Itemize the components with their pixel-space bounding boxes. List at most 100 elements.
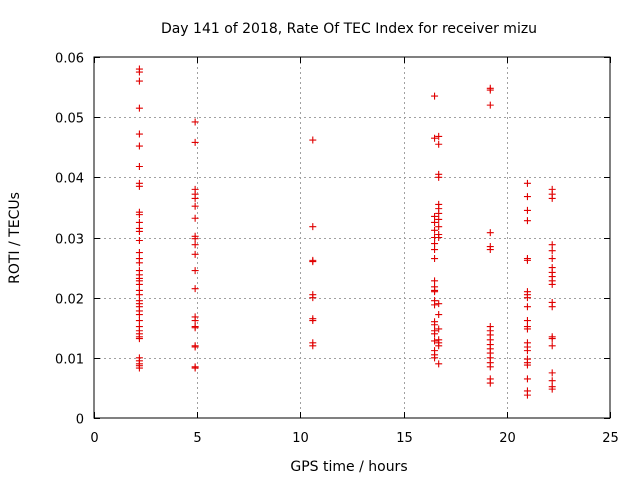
- data-point-marker: [135, 259, 143, 267]
- data-point-marker: [309, 136, 317, 144]
- x-tick-label: 10: [292, 431, 309, 446]
- data-point-marker: [486, 379, 494, 387]
- data-point-marker: [523, 179, 531, 187]
- x-tick-label: 5: [193, 431, 201, 446]
- data-point-marker: [309, 223, 317, 231]
- data-point-marker: [486, 363, 494, 371]
- data-point-marker: [435, 223, 443, 231]
- data-point-marker: [548, 241, 556, 249]
- data-point-marker: [135, 163, 143, 171]
- data-points: [135, 65, 556, 399]
- data-point-marker: [548, 342, 556, 350]
- data-point-marker: [548, 369, 556, 377]
- data-point-marker: [309, 294, 317, 302]
- data-point-marker: [435, 325, 443, 333]
- data-point-marker: [548, 255, 556, 263]
- data-point-marker: [435, 140, 443, 148]
- data-point-marker: [191, 194, 199, 202]
- data-point-marker: [435, 311, 443, 319]
- data-point-marker: [523, 317, 531, 325]
- data-point-marker: [435, 132, 443, 140]
- y-tick-label: 0.05: [55, 112, 84, 127]
- y-axis-title: ROTI / TECUs: [7, 192, 23, 284]
- data-point-marker: [523, 375, 531, 383]
- data-point-marker: [523, 325, 531, 333]
- data-point-marker: [486, 86, 494, 94]
- x-tick-label: 0: [90, 431, 98, 446]
- data-point-marker: [431, 218, 439, 226]
- data-point-marker: [135, 68, 143, 76]
- data-point-marker: [435, 234, 443, 241]
- data-point-marker: [548, 247, 556, 255]
- data-point-marker: [191, 214, 199, 222]
- data-point-marker: [135, 218, 143, 226]
- data-point-marker: [191, 317, 199, 325]
- data-point-marker: [135, 335, 143, 343]
- data-point-marker: [135, 142, 143, 150]
- data-point-marker: [135, 317, 143, 325]
- data-point-marker: [135, 237, 143, 245]
- data-point-marker: [135, 249, 143, 257]
- data-point-marker: [431, 277, 439, 285]
- data-point-marker: [523, 303, 531, 311]
- grid-lines: [94, 57, 610, 418]
- data-point-marker: [431, 354, 439, 362]
- data-point-marker: [431, 337, 439, 345]
- y-tick-label: 0.03: [55, 233, 84, 248]
- chart-title: Day 141 of 2018, Rate Of TEC Index for r…: [161, 21, 537, 37]
- data-point-marker: [309, 342, 317, 350]
- x-tick-label: 20: [499, 431, 516, 446]
- data-point-marker: [135, 77, 143, 85]
- data-point-marker: [486, 246, 494, 254]
- data-point-marker: [435, 209, 443, 217]
- data-point-marker: [431, 212, 439, 220]
- data-point-marker: [431, 226, 439, 234]
- data-point-marker: [191, 202, 199, 210]
- data-point-marker: [135, 280, 143, 288]
- data-point-marker: [135, 130, 143, 138]
- data-point-marker: [191, 235, 199, 243]
- data-point-marker: [435, 360, 443, 368]
- data-point-marker: [548, 194, 556, 202]
- data-point-marker: [548, 303, 556, 311]
- y-tick-label: 0: [76, 413, 84, 428]
- data-point-marker: [431, 321, 439, 329]
- data-point-marker: [523, 347, 531, 355]
- data-point-marker: [191, 285, 199, 293]
- data-point-marker: [135, 211, 143, 219]
- data-point-marker: [191, 138, 199, 146]
- data-point-marker: [486, 229, 494, 237]
- data-point-marker: [191, 343, 199, 351]
- y-tick-labels: 0 0.01 0.02 0.03 0.04 0.05 0.06: [55, 52, 84, 428]
- y-tick-label: 0.01: [55, 353, 84, 368]
- data-point-marker: [435, 342, 443, 350]
- data-point-marker: [435, 300, 443, 308]
- data-point-marker: [523, 206, 531, 214]
- data-point-marker: [309, 258, 317, 266]
- data-point-marker: [523, 256, 531, 264]
- plot-frame: [93, 56, 611, 419]
- data-point-marker: [548, 385, 556, 393]
- y-tick-label: 0.02: [55, 293, 84, 308]
- data-point-marker: [431, 288, 439, 296]
- data-point-marker: [135, 291, 143, 299]
- data-point-marker: [191, 241, 199, 249]
- data-point-marker: [523, 294, 531, 302]
- x-axis-title: GPS time / hours: [290, 459, 407, 475]
- data-point-marker: [191, 364, 199, 372]
- data-point-marker: [523, 391, 531, 399]
- data-point-marker: [431, 134, 439, 142]
- data-point-marker: [191, 250, 199, 258]
- y-tick-label: 0.06: [55, 52, 84, 67]
- data-point-marker: [191, 267, 199, 275]
- x-tick-label: 25: [602, 431, 619, 446]
- data-point-marker: [431, 246, 439, 254]
- data-point-marker: [431, 92, 439, 100]
- data-point-marker: [135, 104, 143, 112]
- x-tick-label: 15: [396, 431, 413, 446]
- data-point-marker: [431, 240, 439, 248]
- data-point-marker: [191, 324, 199, 332]
- data-point-marker: [135, 311, 143, 319]
